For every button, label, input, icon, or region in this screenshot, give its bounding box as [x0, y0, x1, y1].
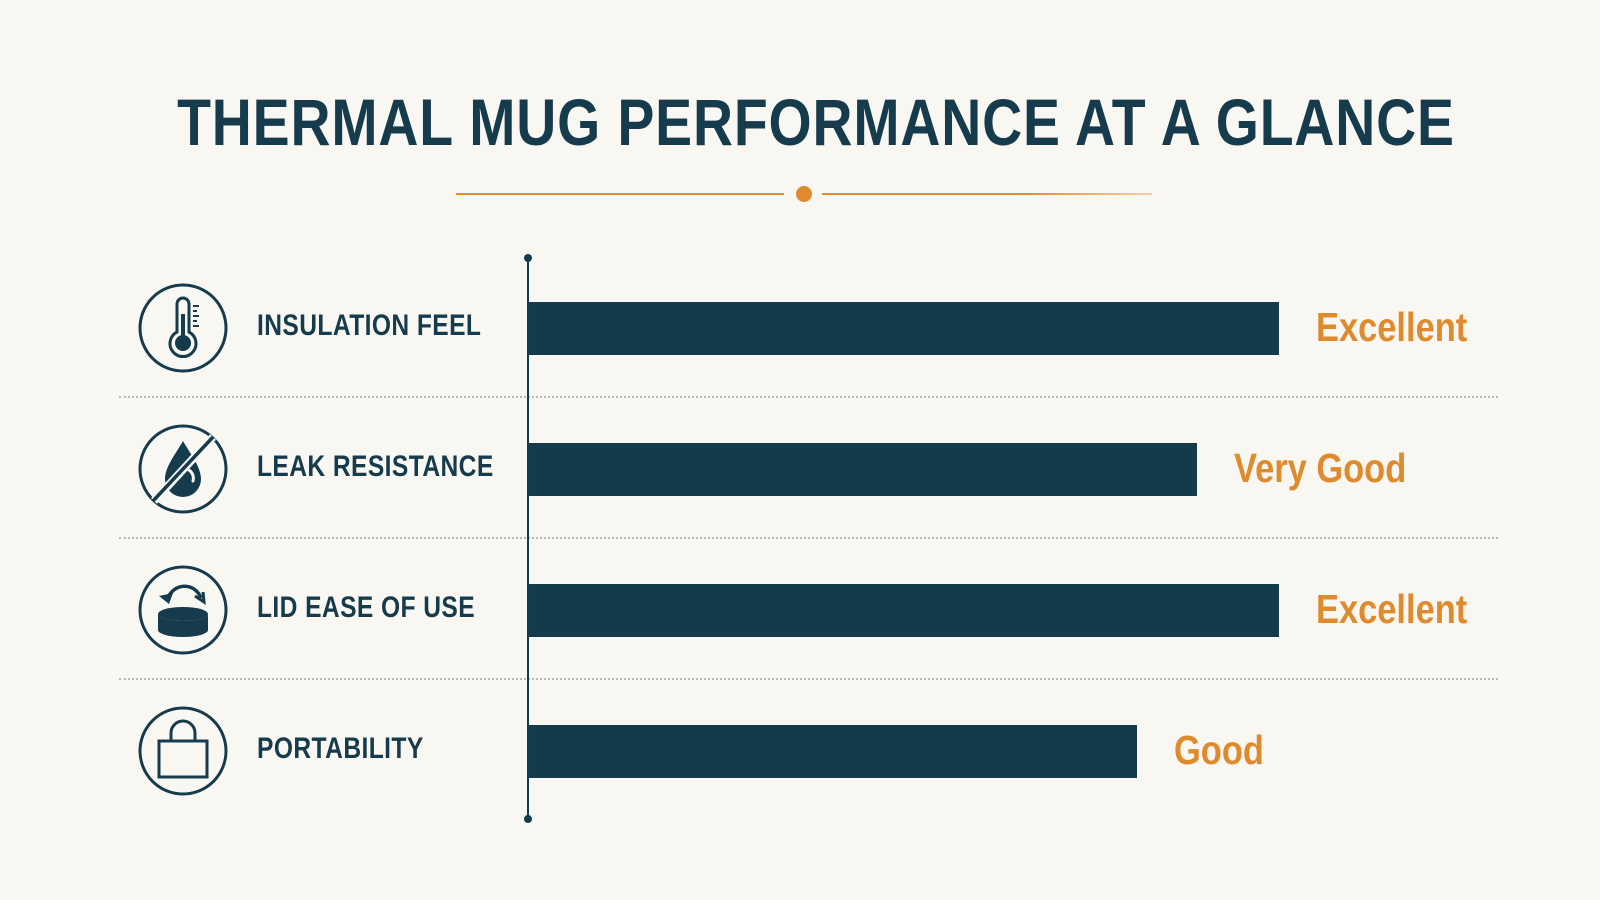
row-separator: [119, 678, 1498, 680]
lid-rotate-icon: [137, 564, 229, 656]
category-label: INSULATION FEEL: [257, 309, 482, 342]
axis-cap-bottom: [524, 815, 532, 823]
bar: [529, 443, 1197, 496]
chart-axis: [527, 258, 529, 820]
row-separator: [119, 396, 1498, 398]
bar: [529, 584, 1279, 637]
thermometer-icon: [137, 282, 229, 374]
chart-row: LID EASE OF USE Excellent: [0, 540, 1600, 680]
bar: [529, 725, 1137, 778]
row-separator: [119, 537, 1498, 539]
category-label: LID EASE OF USE: [257, 591, 476, 624]
chart-row: PORTABILITY Good: [0, 681, 1600, 821]
page-title: THERMAL MUG PERFORMANCE AT A GLANCE: [177, 85, 1455, 159]
axis-cap-top: [524, 254, 532, 262]
title-divider-right: [822, 193, 1152, 195]
title-divider-left: [456, 193, 784, 195]
rating-label: Good: [1174, 727, 1264, 773]
no-leak-drop-icon: [137, 423, 229, 515]
chart-row: INSULATION FEEL Excellent: [0, 258, 1600, 398]
rating-label: Excellent: [1316, 304, 1468, 350]
chart-row: LEAK RESISTANCE Very Good: [0, 399, 1600, 539]
rating-label: Excellent: [1316, 586, 1468, 632]
category-label: LEAK RESISTANCE: [257, 450, 494, 483]
rating-label: Very Good: [1234, 445, 1407, 491]
title-divider-dot: [796, 186, 812, 202]
category-label: PORTABILITY: [257, 732, 424, 765]
bag-icon: [137, 705, 229, 797]
bar: [529, 302, 1279, 355]
